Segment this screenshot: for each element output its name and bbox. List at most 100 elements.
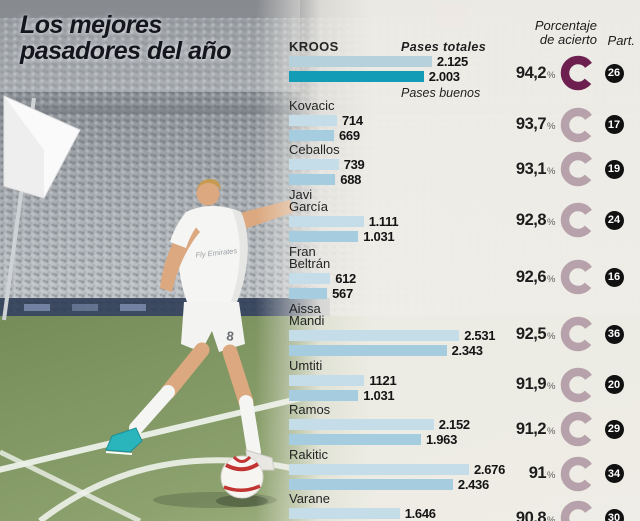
- accuracy-value: 94,2: [515, 63, 547, 82]
- accuracy-donut-icon: [555, 258, 601, 296]
- accuracy-percentage: 93,7%: [489, 115, 556, 134]
- accuracy-percentage: 94,2%: [489, 63, 556, 83]
- player-name-line: Beltrán: [289, 256, 331, 271]
- bar-line: 1.031: [289, 229, 489, 244]
- matches-badge-circle: 24: [604, 210, 624, 230]
- bar-line: 714: [289, 112, 489, 128]
- bar-line: 567: [289, 286, 489, 301]
- matches-badge-circle: 36: [604, 324, 624, 344]
- player-name-line: Umtiti: [289, 357, 323, 373]
- bar-pases-buenos: [289, 478, 453, 490]
- accuracy-percentage: 91,2%: [489, 420, 556, 439]
- bar-pases-totales: [289, 330, 460, 341]
- matches-badge-circle: 29: [604, 419, 624, 439]
- percent-sign: %: [547, 165, 555, 177]
- bar-pases-buenos: [289, 174, 336, 185]
- bar-pases-totales: [289, 419, 434, 430]
- player-name-line: García: [289, 199, 329, 214]
- donut-arc: [560, 56, 596, 91]
- matches-badge: 19: [601, 159, 627, 179]
- accuracy-percentage: 91,9%: [489, 375, 556, 394]
- bar-pases-buenos: [289, 129, 334, 141]
- bar-value: 2.436: [457, 476, 489, 492]
- series-label-pases-totales: Pases totales: [401, 40, 487, 54]
- bar-value: 714: [342, 112, 363, 128]
- player-name: Javi García: [289, 186, 489, 214]
- player-name-line: Rakitic: [289, 446, 329, 462]
- player-row: Aissa Mandi 2.531 2.343 92,5% 36: [289, 302, 638, 360]
- bar-value: 1.031: [363, 387, 395, 403]
- bar-line: 669: [289, 128, 489, 143]
- player-name: Ceballos: [289, 143, 489, 157]
- player-row: Javi García 1.111 1.031 92,8% 24: [289, 186, 638, 246]
- matches-badge: 20: [601, 375, 627, 395]
- bar-line: 739: [289, 157, 489, 172]
- donut-arc: [560, 412, 596, 447]
- column-header-accuracy-line2: de acierto: [539, 32, 597, 47]
- player-row: Ramos 2.152 1.963 91,2% 29: [289, 402, 638, 449]
- player-name: Umtiti: [289, 357, 489, 373]
- accuracy-percentage: 92,8%: [489, 210, 556, 230]
- accuracy-percentage: 92,6%: [489, 268, 556, 287]
- accuracy-percentage: 90,8%: [489, 508, 556, 521]
- matches-badge-circle: 16: [604, 267, 624, 287]
- player-row: Rakitic 2.676 2.436 91% 34: [289, 446, 638, 494]
- bar-pases-totales: [289, 216, 364, 227]
- accuracy-value: 91,9: [515, 375, 547, 394]
- rows: KROOS Pases totales 2.125 2.003 Pases buenos…: [289, 40, 638, 521]
- title-line2: pasadores del año: [20, 37, 232, 65]
- accuracy-donut-icon: [555, 455, 601, 493]
- player-name-line: Javi: [289, 186, 313, 202]
- bar-pases-totales: [289, 273, 331, 284]
- bar-line: 1121: [289, 372, 489, 388]
- bars-block: Fran Beltrán 612 567: [289, 245, 489, 303]
- column-header-accuracy: Porcentaje de acierto: [535, 19, 597, 47]
- matches-badge: 29: [601, 419, 627, 439]
- bar-pases-totales: [289, 508, 400, 519]
- matches-badge: 36: [601, 324, 627, 344]
- bar-pases-buenos: [289, 345, 447, 356]
- matches-badge: 26: [601, 63, 627, 83]
- bars-block: Ceballos 739 688: [289, 143, 489, 189]
- bar-value: 1.111: [368, 214, 399, 229]
- bar-value: 2.531: [464, 328, 496, 343]
- bar-line: 2.343: [289, 343, 489, 358]
- column-header-accuracy-line1: Porcentaje: [534, 18, 597, 33]
- bar-pases-buenos: [289, 71, 424, 82]
- player-name-line: Ramos: [289, 402, 331, 417]
- bars-block: Ramos 2.152 1.963: [289, 402, 489, 449]
- accuracy-value: 93,1: [515, 159, 547, 178]
- page-title: Los mejores pasadores del año: [20, 11, 232, 65]
- accuracy-donut-icon: [555, 150, 601, 188]
- bar-value: 1.646: [404, 506, 436, 521]
- player-name: Ramos: [289, 402, 489, 417]
- accuracy-donut-icon: [555, 315, 601, 353]
- column-header-participations: Part.: [607, 33, 635, 48]
- matches-badge-circle: 26: [604, 63, 624, 83]
- player-row: Ceballos 739 688 93,1% 19: [289, 143, 638, 189]
- accuracy-donut-icon: [555, 410, 601, 448]
- accuracy-value: 91: [528, 464, 547, 483]
- bar-value: 567: [332, 286, 353, 301]
- accuracy-donut-icon: [555, 54, 601, 92]
- bar-pases-totales: [289, 374, 365, 386]
- bar-pases-totales: [289, 56, 432, 67]
- percent-sign: %: [547, 121, 555, 133]
- accuracy-donut-icon: [555, 366, 601, 404]
- bar-line: 2.125: [289, 54, 489, 69]
- donut-arc: [560, 107, 596, 142]
- player-name: Fran Beltrán: [289, 245, 489, 271]
- bar-pases-totales: [289, 159, 339, 170]
- accuracy-value: 92,8: [515, 210, 547, 229]
- accuracy-value: 90,8: [515, 508, 547, 521]
- player-name: KROOS Pases totales: [289, 40, 489, 54]
- player-row: Umtiti 1121 1.031 91,9% 20: [289, 357, 638, 405]
- title-line1: Los mejores: [20, 11, 162, 39]
- player-row: Kovacic 714 669 93,7% 17: [289, 99, 638, 145]
- bar-line: 2.676: [289, 462, 505, 477]
- accuracy-value: 92,5: [515, 324, 547, 343]
- bar-value: 2.003: [428, 69, 460, 84]
- bar-line: 2.152: [289, 417, 489, 432]
- bar-value: 1121: [369, 372, 397, 388]
